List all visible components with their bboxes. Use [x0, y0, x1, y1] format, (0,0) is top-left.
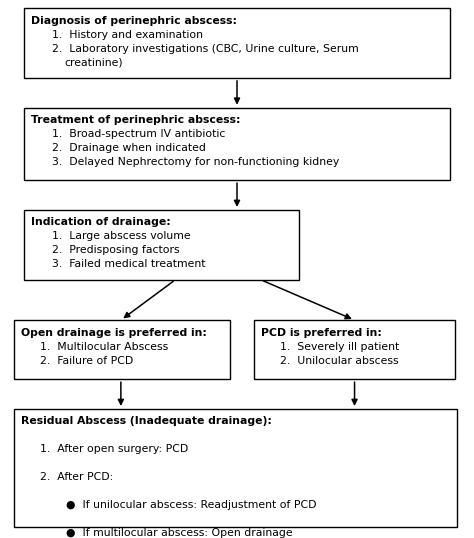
Text: Treatment of perinephric abscess:: Treatment of perinephric abscess:	[31, 115, 240, 125]
FancyBboxPatch shape	[24, 8, 450, 78]
FancyBboxPatch shape	[14, 320, 230, 379]
FancyBboxPatch shape	[14, 409, 457, 527]
FancyBboxPatch shape	[24, 210, 299, 280]
Text: 1.  Severely ill patient: 1. Severely ill patient	[280, 342, 399, 352]
Text: creatinine): creatinine)	[64, 58, 123, 68]
Text: Diagnosis of perinephric abscess:: Diagnosis of perinephric abscess:	[31, 16, 237, 26]
Text: 2.  Drainage when indicated: 2. Drainage when indicated	[52, 143, 206, 153]
Text: 2.  Unilocular abscess: 2. Unilocular abscess	[280, 356, 398, 366]
Text: ●  If multilocular abscess: Open drainage: ● If multilocular abscess: Open drainage	[66, 528, 293, 538]
Text: 3.  Delayed Nephrectomy for non-functioning kidney: 3. Delayed Nephrectomy for non-functioni…	[52, 157, 339, 167]
Text: 1.  Broad-spectrum IV antibiotic: 1. Broad-spectrum IV antibiotic	[52, 129, 226, 139]
Text: 2.  Predisposing factors: 2. Predisposing factors	[52, 245, 180, 256]
Text: Residual Abscess (Inadequate drainage):: Residual Abscess (Inadequate drainage):	[21, 416, 272, 427]
FancyBboxPatch shape	[254, 320, 455, 379]
Text: 2.  Laboratory investigations (CBC, Urine culture, Serum: 2. Laboratory investigations (CBC, Urine…	[52, 44, 359, 54]
Text: 1.  Large abscess volume: 1. Large abscess volume	[52, 231, 191, 242]
Text: 3.  Failed medical treatment: 3. Failed medical treatment	[52, 259, 206, 270]
Text: ●  If unilocular abscess: Readjustment of PCD: ● If unilocular abscess: Readjustment of…	[66, 500, 317, 511]
Text: 1.  History and examination: 1. History and examination	[52, 30, 203, 40]
Text: 1.  Multilocular Abscess: 1. Multilocular Abscess	[40, 342, 169, 352]
Text: Open drainage is preferred in:: Open drainage is preferred in:	[21, 328, 207, 338]
Text: 2.  Failure of PCD: 2. Failure of PCD	[40, 356, 134, 366]
Text: Indication of drainage:: Indication of drainage:	[31, 217, 171, 228]
FancyBboxPatch shape	[24, 108, 450, 180]
Text: 2.  After PCD:: 2. After PCD:	[40, 472, 114, 483]
Text: PCD is preferred in:: PCD is preferred in:	[261, 328, 382, 338]
Text: 1.  After open surgery: PCD: 1. After open surgery: PCD	[40, 444, 189, 455]
